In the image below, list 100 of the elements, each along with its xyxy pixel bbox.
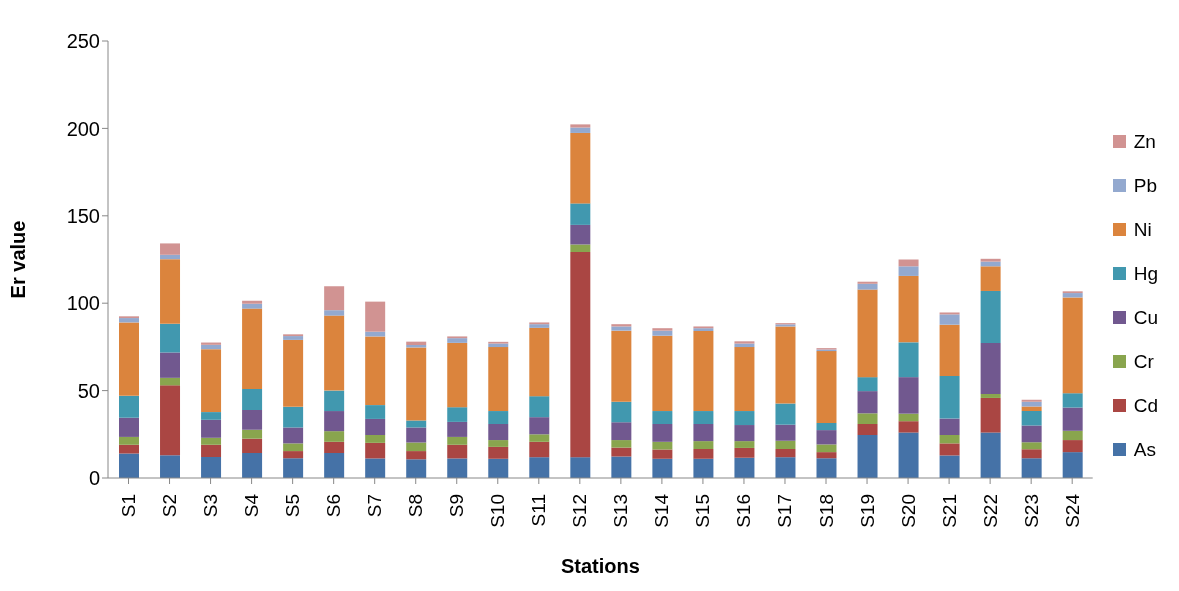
bar: [488, 347, 509, 412]
bar: [816, 430, 837, 445]
bar: [775, 403, 796, 425]
bar: [201, 412, 222, 420]
bar: [488, 423, 509, 441]
x-axis-title: Stations: [560, 555, 640, 577]
bar: [939, 376, 960, 419]
bar: [980, 393, 1001, 398]
bar: [898, 377, 919, 414]
bar: [652, 458, 673, 478]
bar: [406, 451, 427, 460]
bar: [652, 328, 673, 331]
x-tick-label: S13: [610, 494, 632, 528]
bar: [406, 341, 427, 345]
bar: [857, 423, 878, 435]
bar: [816, 422, 837, 431]
bar: [283, 451, 304, 459]
bar: [324, 315, 345, 391]
bar: [160, 377, 181, 386]
bar: [693, 458, 714, 478]
y-tick-label: 150: [66, 204, 100, 227]
bar: [119, 444, 139, 454]
bar: [160, 323, 181, 353]
bar: [447, 436, 468, 445]
bar: [406, 459, 427, 478]
legend-label: Cr: [1133, 350, 1154, 373]
bar: [242, 438, 263, 453]
legend-label: Zn: [1133, 130, 1156, 153]
bar: [406, 427, 427, 443]
bar: [119, 395, 139, 418]
bar: [324, 411, 345, 432]
bar: [898, 266, 919, 276]
x-tick-label: S6: [323, 494, 345, 518]
bar: [201, 349, 222, 413]
bar: [1021, 449, 1042, 459]
bar: [365, 458, 386, 478]
bar: [1021, 399, 1042, 402]
bar: [324, 441, 345, 453]
bar: [324, 286, 345, 311]
legend-label: Cu: [1133, 306, 1158, 329]
bar: [160, 385, 181, 456]
bar: [447, 458, 468, 478]
bar: [324, 431, 345, 442]
bar: [652, 449, 673, 459]
x-tick-label: S3: [200, 494, 222, 518]
bar: [652, 330, 673, 336]
x-tick-label: S19: [856, 494, 878, 528]
bar: [488, 446, 509, 459]
bar: [119, 436, 139, 445]
bar: [529, 457, 550, 478]
bar: [242, 389, 263, 410]
bar: [201, 457, 222, 478]
y-tick-label: 0: [88, 467, 100, 490]
bar: [242, 308, 263, 390]
x-tick-label: S9: [446, 494, 468, 518]
bar: [242, 410, 263, 430]
bar: [447, 407, 468, 422]
x-tick-label: S4: [241, 493, 263, 518]
bar: [857, 377, 878, 392]
bar: [1062, 440, 1083, 453]
x-tick-label: S2: [159, 494, 181, 518]
bar: [201, 419, 222, 438]
y-axis-title: Er value: [7, 220, 30, 299]
bar: [447, 342, 468, 408]
bar: [570, 244, 591, 252]
bar: [365, 435, 386, 443]
bar: [529, 441, 550, 458]
bar: [406, 420, 427, 428]
x-tick-label: S23: [1020, 494, 1042, 528]
bar: [611, 330, 632, 402]
bar: [611, 440, 632, 448]
bar: [980, 290, 1001, 343]
x-tick-label: S21: [938, 494, 960, 528]
bar: [939, 435, 960, 444]
bar: [734, 347, 755, 412]
bar: [1062, 407, 1083, 431]
bar: [365, 336, 386, 406]
bar: [775, 424, 796, 441]
bar: [1021, 411, 1042, 426]
bar: [611, 401, 632, 423]
bar: [570, 127, 591, 133]
bar: [939, 443, 960, 456]
y-tick-label: 100: [66, 292, 100, 315]
bar: [775, 457, 796, 478]
bar: [652, 411, 673, 424]
bar: [816, 444, 837, 453]
bar: [406, 347, 427, 421]
bar: [570, 124, 591, 128]
bar: [980, 258, 1001, 262]
x-tick-label: S11: [528, 494, 550, 527]
bar: [734, 341, 755, 344]
legend-label: Pb: [1133, 174, 1157, 197]
bar: [447, 421, 468, 437]
bar: [1062, 393, 1083, 408]
bar: [652, 423, 673, 442]
bar: [816, 452, 837, 459]
bar: [242, 303, 263, 309]
bar: [939, 455, 960, 478]
x-tick-label: S12: [569, 494, 591, 528]
bar: [242, 300, 263, 304]
